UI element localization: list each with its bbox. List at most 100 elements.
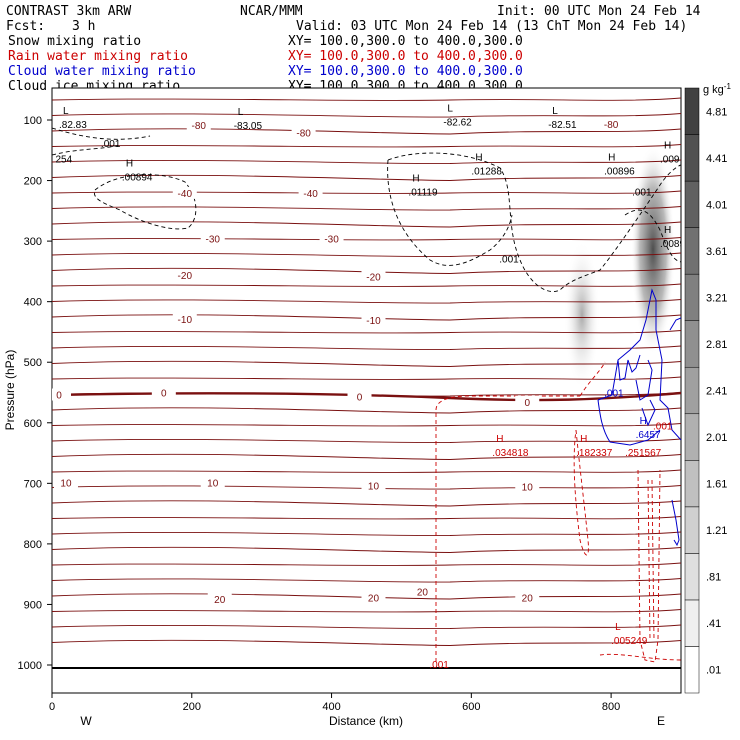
- valid-time: Valid: 03 UTC Mon 24 Feb 14 (13 ChT Mon …: [296, 19, 687, 34]
- contour-label-bg: [172, 269, 197, 282]
- y-tick-label: 600: [24, 418, 42, 430]
- isotherm-line: [52, 469, 681, 473]
- ice-contour-left: [52, 144, 121, 156]
- temperature-contour-label: -80: [296, 128, 311, 139]
- extremum-kind: L: [552, 106, 558, 117]
- colorbar-swatch: [684, 273, 700, 321]
- isotherm-line: [52, 546, 681, 553]
- colorbar-label: 3.61: [706, 246, 727, 258]
- colorbar-label: 2.41: [706, 386, 727, 398]
- extremum-value: .001: [632, 188, 652, 199]
- isotherm-line: [52, 593, 681, 600]
- rain-contour-east-1: [637, 469, 661, 663]
- rain-contour-top: [579, 361, 606, 397]
- x-tick-label: 0: [49, 701, 55, 713]
- temperature-contour-label: -30: [206, 234, 221, 245]
- rain-contour-bottom: [599, 653, 681, 661]
- extremum-value: .182337: [576, 448, 613, 459]
- extremum-value: .0089: [660, 239, 685, 250]
- legend-field-2: Cloud water mixing ratio: [8, 64, 196, 79]
- contour-label-bg: [207, 593, 232, 606]
- colorbar: .01 .41 .81 1.21 1.61 2.01 2.41 2.81 3.21 3.61 4.0…: [684, 87, 727, 694]
- init-time: Init: 00 UTC Mon 24 Feb 14: [497, 4, 701, 19]
- ice-contour-central-lower: [387, 159, 513, 266]
- isotherm-line: [52, 128, 681, 135]
- extremum-value: .6457: [636, 430, 661, 441]
- temperature-contour-labels: -80 -80 -80 -40 -40 -30 -30 -20 -20 -10 -10 0 0 0 0 10 1…: [52, 117, 624, 606]
- extremum-value: .034818: [492, 448, 529, 459]
- isotherm-line: [52, 453, 681, 460]
- y-tick-label: 300: [24, 236, 42, 248]
- colorbar-label: 2.81: [706, 339, 727, 351]
- legend-xsection-2: XY= 100.0,300.0 to 400.0,300.0: [288, 64, 523, 79]
- legend-xsection-0: XY= 100.0,300.0 to 400.0,300.0: [288, 34, 523, 49]
- cloud-water-base: [597, 399, 661, 446]
- temperature-contour-label: 0: [161, 389, 167, 400]
- isotherm-line: [52, 113, 681, 118]
- contour-label-bg: [172, 312, 197, 325]
- temperature-contour-label: 10: [207, 478, 219, 489]
- extremum-kind: L: [63, 106, 69, 117]
- isotherm-line: [52, 639, 681, 646]
- contour-label-bg: [515, 480, 540, 493]
- colorbar-label: .81: [706, 572, 721, 584]
- rain-contour-outer: [435, 395, 580, 662]
- fcst-label: Fcst:: [6, 19, 45, 34]
- contour-label-bg: [53, 476, 78, 489]
- ice-contour-central: [387, 152, 681, 292]
- isotherm-line: [52, 376, 681, 380]
- temperature-contour-label: 20: [368, 593, 380, 604]
- contour-label-bg: [515, 591, 540, 604]
- temperature-contour-label: 0: [524, 398, 530, 409]
- legend-field-0: Snow mixing ratio: [8, 34, 141, 49]
- colorbar-label: 4.81: [706, 106, 727, 118]
- contour-label-bg: [186, 119, 211, 132]
- x-tick-label: 800: [602, 701, 620, 713]
- contour-label-bg: [515, 395, 540, 408]
- colorbar-swatch: [684, 366, 700, 415]
- contour-label-bg: [347, 390, 372, 403]
- y-tick-label: 1000: [18, 660, 42, 672]
- y-tick-label: 900: [24, 599, 42, 611]
- cloud-water-inner-1: [617, 354, 641, 381]
- extremum-kind: L: [615, 622, 621, 633]
- contour-label-bg: [599, 117, 624, 130]
- snow-plume-east: [631, 145, 675, 355]
- extremum-value: .001: [499, 254, 519, 265]
- extremum-value: .001: [101, 139, 121, 150]
- colorbar-label: 1.21: [706, 525, 727, 537]
- isotherm-line: [52, 221, 681, 228]
- colorbar-label: .01: [706, 665, 721, 677]
- temperature-contour-label: 20: [417, 587, 429, 598]
- isotherm-line: [52, 609, 681, 613]
- extremum-kind: H: [664, 225, 671, 236]
- colorbar-swatch: [684, 227, 700, 275]
- contour-label-bg: [200, 232, 225, 245]
- colorbar-swatch: [684, 553, 700, 601]
- cloud-water-inner-2: [635, 359, 653, 401]
- extremum-value: .001: [604, 389, 624, 400]
- y-tick-label: 100: [24, 115, 42, 127]
- isotherm-line: [52, 578, 681, 583]
- x-axis-label: Distance (km): [329, 714, 403, 728]
- colorbar-swatch: [684, 134, 700, 182]
- isotherm-line: [52, 299, 681, 304]
- colorbar-label: 3.21: [706, 292, 727, 304]
- isotherm-line: [52, 159, 681, 164]
- contour-label-bg: [151, 386, 176, 399]
- isotherm-line: [52, 485, 681, 490]
- temperature-contour-label: 20: [214, 595, 226, 606]
- cloud-water-outer: [597, 288, 681, 441]
- temperature-contour-label: -80: [604, 120, 619, 131]
- contour-label-bg: [361, 591, 386, 604]
- x-axis: 0 200 400 600 800: [49, 693, 620, 713]
- colorbar-swatch: [684, 506, 700, 554]
- temperature-contour-label: -30: [324, 234, 339, 245]
- contour-label-bg: [291, 126, 316, 139]
- temperature-contour-label: 0: [357, 392, 363, 403]
- extremum-value: -82.51: [548, 120, 577, 131]
- cloud-water-inner-3: [641, 399, 656, 427]
- extremum-value: .01288: [471, 166, 502, 177]
- extremum-value: .001: [653, 421, 673, 432]
- snow-plume-west: [564, 240, 600, 390]
